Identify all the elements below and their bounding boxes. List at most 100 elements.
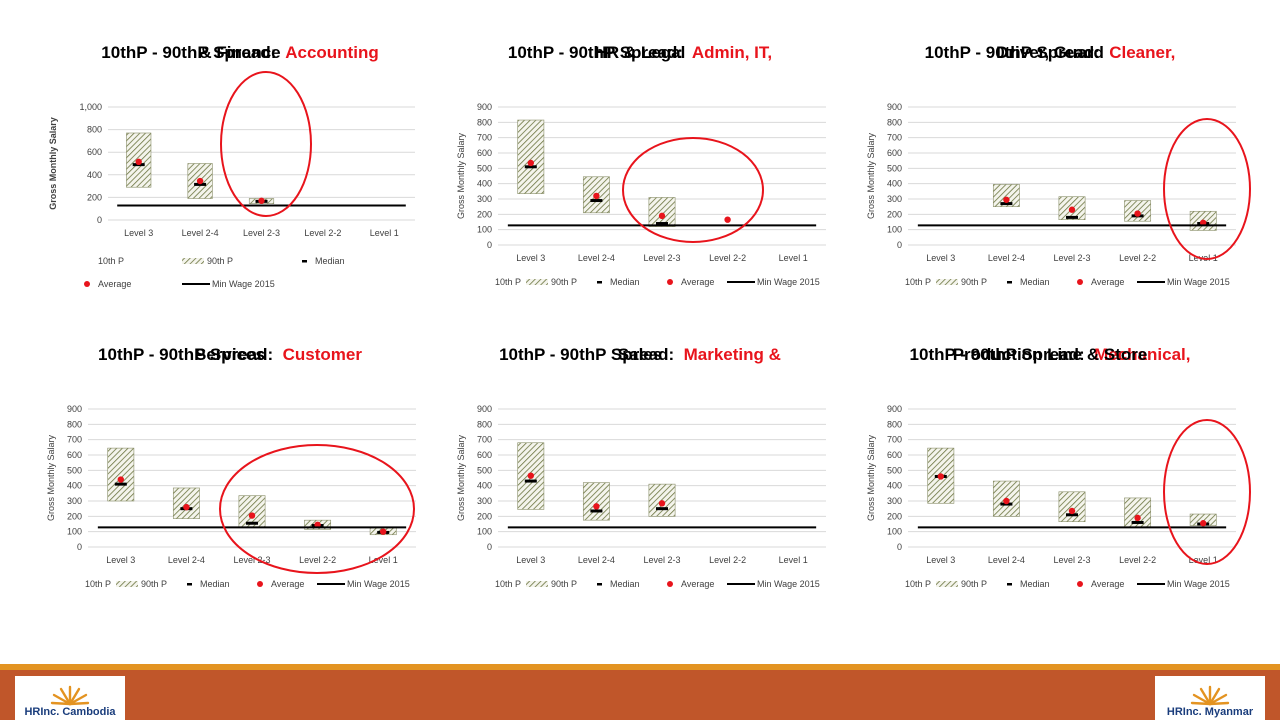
legend-label: 10th P — [495, 277, 521, 287]
y-axis-title: Gross Monthly Salary — [456, 132, 466, 219]
legend-label: Min Wage 2015 — [1167, 579, 1230, 589]
chart-title-line-1: 10thP - 90thP Spread: Mechanical, — [850, 342, 1250, 368]
y-tick-label: 100 — [887, 225, 902, 235]
legend-label: 10th P — [85, 579, 111, 589]
legend: 10th P 90th P Median Average Min Wage 2015 — [85, 579, 410, 589]
legend-label: Average — [681, 277, 714, 287]
chart-plot: 0 100 200 300 400 500 600 700 800 900 Gross Monthl… — [866, 404, 1251, 589]
x-tick-label: Level 3 — [926, 555, 955, 565]
y-tick-label: 600 — [887, 148, 902, 158]
legend-label: Average — [1091, 277, 1124, 287]
y-tick-label: 0 — [897, 240, 902, 250]
y-tick-label: 700 — [477, 435, 492, 445]
average-point — [1134, 514, 1141, 522]
x-tick-label: Level 3 — [926, 253, 955, 263]
x-tick-label: Level 1 — [1189, 555, 1218, 565]
median-mark — [114, 482, 127, 486]
y-tick-label: 900 — [887, 102, 902, 112]
y-tick-label: 600 — [887, 450, 902, 460]
x-tick-label: Level 2-2 — [1119, 555, 1156, 565]
legend-swatch-median — [1007, 583, 1012, 586]
legend: 10th P 90th P Median Average Min Wage 2015 — [495, 579, 820, 589]
logo-country: Cambodia — [62, 706, 116, 718]
chart-plot: 0 200 400 600 800 1,000 Gross Monthly Salary Le… — [48, 71, 415, 289]
y-tick-label: 400 — [887, 481, 902, 491]
y-tick-label: 600 — [477, 450, 492, 460]
y-tick-label: 800 — [887, 419, 902, 429]
chart-title-line-2: Production Line & Store — [952, 345, 1148, 364]
median-mark — [1000, 202, 1013, 206]
chart-plot: 0 100 200 300 400 500 600 700 800 900 Gross Monthl… — [456, 404, 826, 589]
y-axis-title: Gross Monthly Salary — [866, 132, 876, 219]
y-axis-title: Gross Monthly Salary — [866, 434, 876, 521]
legend-label: 10th P — [495, 579, 521, 589]
y-tick-label: 100 — [477, 225, 492, 235]
highlight-circle — [622, 137, 764, 243]
y-axis-title: Gross Monthly Salary — [48, 117, 58, 210]
legend-label: Average — [1091, 579, 1124, 589]
legend-label: Average — [271, 579, 304, 589]
chart-panel-marketing-sales: 10thP - 90thP Spread: Marketing & Sales … — [440, 342, 840, 642]
chart-plot: 0 100 200 300 400 500 600 700 800 900 Gross Monthl… — [456, 102, 826, 287]
bar-p10-p90 — [172, 487, 200, 519]
x-tick-label: Level 1 — [779, 253, 808, 263]
y-tick-label: 600 — [67, 450, 82, 460]
y-tick-label: 0 — [897, 542, 902, 552]
chart-panel-cleaner-driver-guard: 10thP - 90thP Spread: Cleaner, Driver, G… — [850, 40, 1251, 340]
y-tick-label: 300 — [67, 496, 82, 506]
y-tick-label: 300 — [477, 194, 492, 204]
median-mark — [524, 479, 537, 483]
average-point — [527, 472, 534, 479]
logo-hrinc-cambodia: HRInc. Cambodia — [15, 676, 125, 720]
y-tick-label: 1,000 — [79, 102, 102, 112]
average-point — [1200, 520, 1207, 527]
legend-label: Median — [610, 579, 640, 589]
average-point — [380, 528, 387, 535]
footer-accent-strip — [0, 664, 1280, 670]
sunburst-icon — [50, 685, 90, 706]
y-tick-label: 800 — [67, 419, 82, 429]
y-tick-label: 200 — [477, 209, 492, 219]
legend: 10th P 90th P Median Average Min Wage 2015 — [905, 579, 1230, 589]
x-tick-label: Level 2-2 — [304, 228, 341, 238]
chart-plot: 0 100 200 300 400 500 600 700 800 900 Gross Monthl… — [866, 102, 1251, 287]
average-point — [1134, 210, 1141, 217]
chart-panel-customer-services: 10thP - 90thP Spread: Customer Services … — [30, 342, 430, 642]
x-tick-label: Level 2-4 — [988, 253, 1025, 263]
average-point — [1200, 219, 1207, 226]
bar-p10-p90 — [582, 482, 610, 521]
legend: 10th P 90th P Median Average Min Wage 2015 — [905, 277, 1230, 287]
median-mark — [590, 509, 603, 513]
chart-title-highlight: Accounting — [285, 43, 379, 62]
bar-p10-p90 — [992, 184, 1020, 207]
legend-label: 90th P — [961, 579, 987, 589]
legend-label: Average — [681, 579, 714, 589]
y-tick-label: 500 — [887, 465, 902, 475]
average-point — [724, 216, 731, 223]
y-tick-label: 700 — [477, 133, 492, 143]
chart-panel-admin-it-hr-legal: 10thP - 90thP Spread: Admin, IT, HR & Le… — [440, 40, 840, 340]
y-tick-label: 300 — [887, 194, 902, 204]
legend-label: Min Wage 2015 — [757, 277, 820, 287]
average-point — [183, 503, 190, 511]
chart-title-prefix: 10thP - 90thP Spread: — [499, 345, 675, 364]
y-tick-label: 200 — [477, 511, 492, 521]
highlight-circle — [1163, 419, 1251, 565]
sunburst-icon — [1190, 685, 1230, 706]
logo-country: Myanmar — [1204, 706, 1254, 718]
median-mark — [246, 521, 258, 525]
y-tick-label: 600 — [477, 148, 492, 158]
y-tick-label: 700 — [887, 435, 902, 445]
x-tick-label: Level 2-3 — [233, 555, 270, 565]
legend-swatch-90th-p — [936, 581, 958, 587]
highlight-circle — [220, 71, 312, 217]
median-mark — [1131, 520, 1144, 524]
legend-swatch-90th-p — [526, 581, 548, 587]
y-tick-label: 200 — [887, 511, 902, 521]
y-tick-label: 600 — [87, 147, 102, 157]
x-tick-label: Level 2-3 — [243, 228, 280, 238]
chart-title-line-2: Sales — [617, 345, 663, 364]
x-tick-label: Level 2-3 — [643, 555, 680, 565]
median-mark — [590, 199, 603, 203]
x-tick-label: Level 2-4 — [988, 555, 1025, 565]
